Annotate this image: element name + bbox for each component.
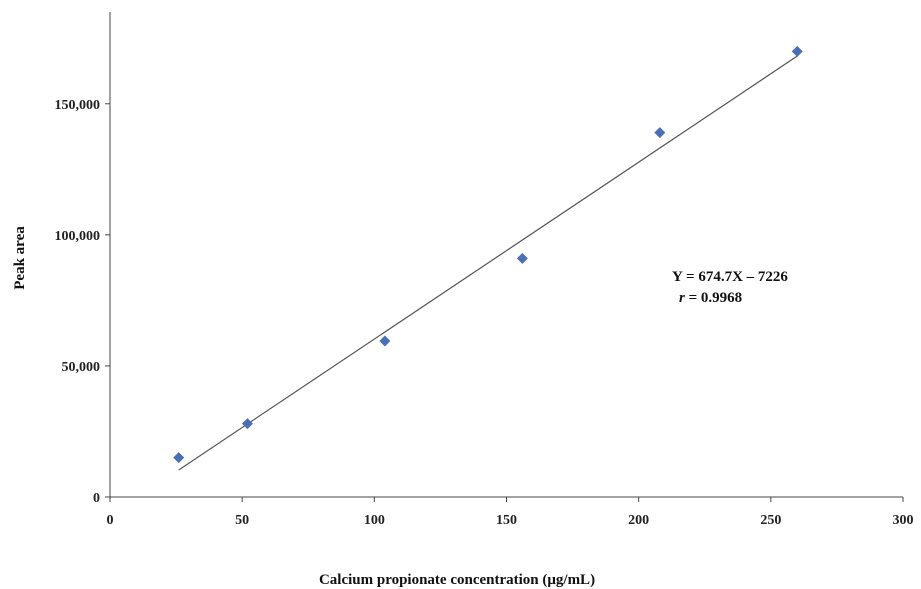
axes [109, 12, 903, 498]
x-tick-label: 100 [364, 513, 385, 528]
y-tick-label: 100,000 [55, 229, 101, 244]
y-tick-label: 150,000 [55, 98, 101, 113]
correlation-coefficient: r = 0.9968 [679, 290, 742, 306]
x-axis-title: Calcium propionate concentration (μg/mL) [319, 572, 595, 588]
x-tick-label: 200 [628, 513, 649, 528]
trendline [178, 55, 798, 471]
y-ticks: 0 50,000 100,000 150,000 [55, 98, 110, 506]
r-value: = 0.9968 [689, 290, 743, 306]
data-point [379, 335, 391, 347]
data-point [654, 127, 666, 139]
r-symbol: r [679, 290, 685, 306]
data-point [241, 418, 253, 430]
data-point [173, 452, 185, 464]
data-point [516, 252, 528, 264]
x-tick-label: 0 [107, 513, 114, 528]
x-tick-label: 250 [760, 513, 781, 528]
x-tick-label: 50 [235, 513, 249, 528]
x-tick-label: 300 [893, 513, 914, 528]
y-tick-label: 0 [93, 491, 100, 506]
x-ticks: 0 50 100 150 200 250 300 [107, 497, 914, 528]
data-point [791, 45, 803, 57]
regression-equation: Y = 674.7X – 7226 [672, 269, 788, 285]
y-tick-label: 50,000 [62, 360, 101, 375]
y-axis-title: Peak area [12, 226, 28, 290]
x-tick-label: 150 [496, 513, 517, 528]
data-points [173, 45, 803, 464]
